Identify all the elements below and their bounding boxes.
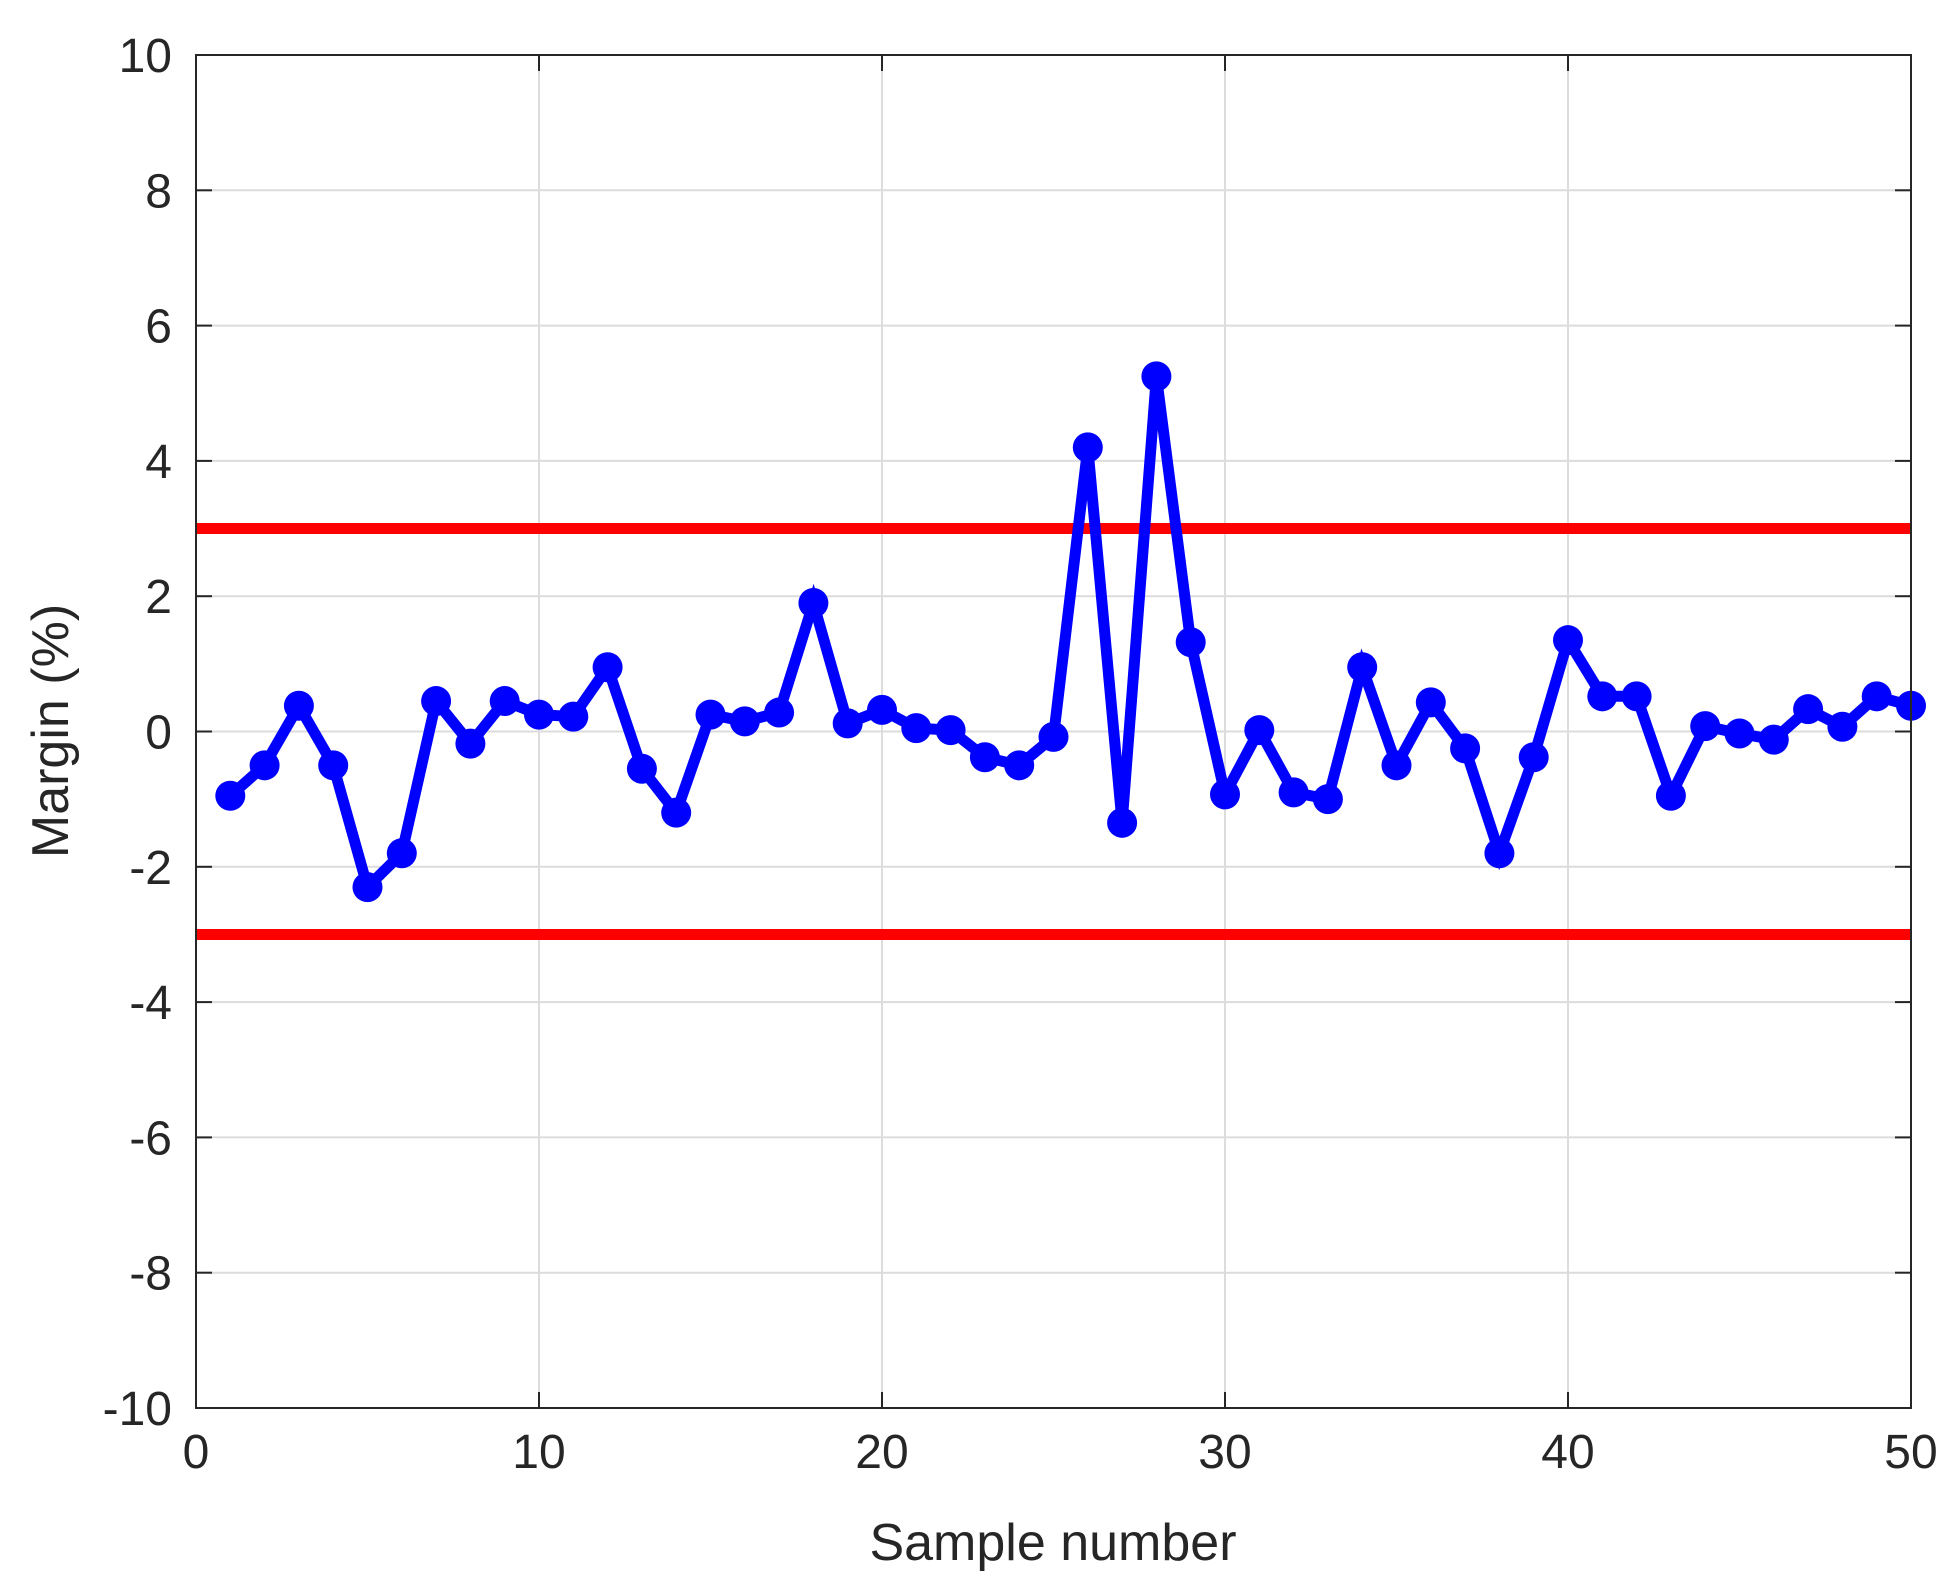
data-point <box>1724 718 1755 749</box>
x-tick-label: 30 <box>1198 1426 1251 1479</box>
data-point <box>421 686 452 717</box>
y-tick-label: -10 <box>103 1383 172 1436</box>
data-point <box>386 838 417 869</box>
y-tick-label: -2 <box>129 842 172 895</box>
y-tick-label: 8 <box>145 165 172 218</box>
y-tick-label: -8 <box>129 1248 172 1301</box>
data-point <box>1175 627 1206 658</box>
data-point <box>798 587 829 618</box>
y-tick-label: 6 <box>145 301 172 354</box>
data-point <box>524 699 554 730</box>
tick-labels: 0 10 20 30 40 50 -10 -8 -6 -4 -2 0 2 4 6 8 10 <box>103 30 1938 1479</box>
y-tick-label: 2 <box>145 571 172 624</box>
data-point <box>1381 750 1412 781</box>
data-point <box>661 797 692 828</box>
y-tick-label: 4 <box>145 436 172 489</box>
data-point <box>1621 681 1652 712</box>
data-point <box>592 652 623 683</box>
x-axis-title: Sample number <box>869 1514 1236 1572</box>
data-point <box>249 750 280 781</box>
data-point <box>558 701 589 732</box>
data-point <box>867 694 897 725</box>
data-point <box>969 742 1000 773</box>
reference-lines <box>196 523 1911 940</box>
x-tick-label: 40 <box>1541 1426 1594 1479</box>
data-point <box>1655 780 1686 811</box>
y-tick-label: 0 <box>145 707 172 760</box>
data-point <box>352 872 383 903</box>
data-point <box>1038 721 1069 752</box>
grid <box>195 54 1912 1409</box>
data-point <box>1347 652 1378 683</box>
data-point <box>626 753 657 784</box>
y-tick-label: 10 <box>119 30 172 83</box>
x-tick-label: 50 <box>1884 1426 1937 1479</box>
data-point <box>1141 361 1172 392</box>
data-point <box>1758 724 1789 755</box>
data-point <box>1072 432 1103 463</box>
data-point <box>1827 711 1858 742</box>
data-point <box>455 728 486 759</box>
x-tick-label: 10 <box>512 1426 565 1479</box>
data-point <box>1690 711 1721 742</box>
y-tick-label: -6 <box>129 1112 172 1165</box>
data-point <box>318 750 349 781</box>
axes <box>195 54 1912 1409</box>
x-tick-label: 20 <box>855 1426 908 1479</box>
data-point <box>1107 807 1138 838</box>
data-point <box>1244 715 1275 746</box>
data-point <box>215 780 246 811</box>
data-point <box>695 699 726 730</box>
data-point <box>1793 694 1824 725</box>
data-point <box>1450 733 1481 764</box>
data-point <box>1210 779 1240 810</box>
data-point <box>1484 838 1515 869</box>
data-point <box>1415 687 1446 718</box>
data-point <box>764 697 795 728</box>
data-point <box>1553 625 1583 656</box>
data-point <box>1861 681 1892 712</box>
data-point <box>1312 784 1343 815</box>
x-tick-label: 0 <box>183 1426 210 1479</box>
data-point <box>1587 681 1618 712</box>
data-point <box>832 708 863 739</box>
data-point <box>1004 750 1035 781</box>
y-tick-label: -4 <box>129 977 172 1030</box>
data-point <box>1278 777 1309 808</box>
data-point <box>489 686 520 717</box>
data-point <box>901 713 932 744</box>
data-point <box>1518 742 1549 773</box>
data-series <box>215 361 1926 903</box>
data-point <box>935 715 966 746</box>
data-point <box>283 690 314 721</box>
data-point <box>729 706 760 737</box>
y-axis-title: Margin (%) <box>22 604 80 858</box>
